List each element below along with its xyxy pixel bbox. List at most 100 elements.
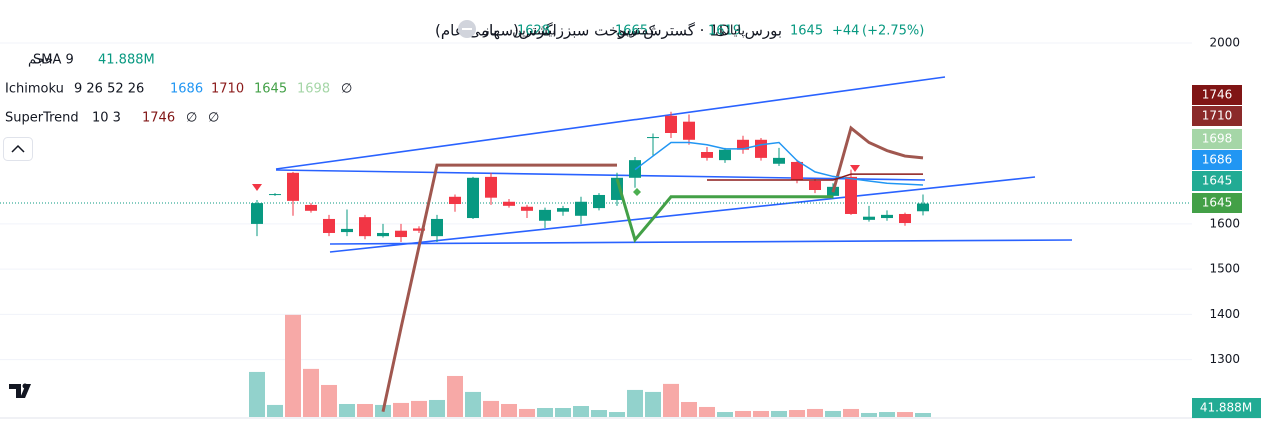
candle-body (359, 217, 371, 237)
volume-bar (285, 314, 301, 417)
candle-body (431, 218, 443, 237)
volume-bar (789, 410, 805, 417)
volume-bar (879, 412, 895, 417)
volume-bar (537, 408, 553, 417)
legend-toggle[interactable]: ∅ (208, 111, 219, 126)
volume-bar (825, 410, 841, 417)
ohlc-label: بیشترین (512, 24, 556, 39)
logo (5, 373, 41, 409)
volume-bar (321, 384, 337, 417)
candle-body (395, 230, 407, 238)
legend-value: 1686 (170, 82, 203, 97)
candle-body (647, 137, 659, 139)
ohlc-label: باز (482, 24, 497, 39)
candle-body (719, 149, 731, 161)
trend-lines (275, 76, 1073, 253)
legend-label: Ichimoku (5, 82, 64, 97)
ohlc-value: 1665 (615, 24, 648, 39)
indicator-line (381, 125, 924, 412)
volume-bar (267, 404, 283, 417)
candle-body (305, 204, 317, 211)
y-tick-label: 1600 (1209, 216, 1240, 230)
logo-dot (22, 383, 28, 389)
candle-body (557, 208, 569, 212)
collapse-button[interactable] (3, 137, 33, 161)
legend-value: 41.888M (98, 53, 155, 68)
volume-bar (753, 410, 769, 417)
volume-bar (699, 406, 715, 417)
candle-body (575, 201, 587, 216)
candle-body (755, 139, 767, 158)
price-label-box (1192, 106, 1242, 126)
candle-body (917, 203, 929, 212)
indicator-line (634, 141, 924, 186)
indicator-line (615, 178, 833, 243)
price-label: 1645 (1202, 174, 1233, 188)
volume-bar (717, 412, 733, 417)
volume-bar (897, 412, 913, 417)
volume-bar (393, 402, 409, 417)
legend-toggle[interactable]: ∅ (341, 82, 352, 97)
candle-body (845, 176, 857, 214)
price-label-box (1192, 193, 1242, 213)
legend-label: حجم (28, 53, 53, 68)
price-label: 1686 (1202, 153, 1233, 167)
ohlc-value: 1628 (517, 24, 550, 39)
candle-body (521, 206, 533, 211)
candle-body (269, 194, 281, 196)
price-label: 1645 (1202, 196, 1233, 210)
ohlc-value: 1645 (790, 24, 823, 39)
candle-body (467, 177, 479, 219)
volume-bar (915, 412, 931, 417)
legend-params: 10 3 (92, 111, 121, 126)
candle-body (737, 139, 749, 150)
price-label: 1710 (1202, 109, 1233, 123)
volume-bar (483, 400, 499, 417)
candle-body (251, 203, 263, 224)
change-pct: (+2.75%) (862, 24, 924, 39)
ohlc-label: کمترین (617, 24, 656, 39)
candle-body (683, 121, 695, 140)
volume-bar (465, 391, 481, 417)
price-label-box (1192, 85, 1242, 105)
volume-bar (357, 403, 373, 417)
volume-bar (555, 408, 571, 417)
volume-bar (303, 368, 319, 417)
legend-params: 9 26 52 26 (74, 82, 144, 97)
candle-body (449, 196, 461, 205)
symbol-title: بورس · 1D · گسترش سوخت سبززاگرس(سهامی عا… (435, 22, 782, 40)
price-label-box (1192, 150, 1242, 170)
change: +44 (832, 24, 859, 39)
price-label-box (1192, 129, 1242, 149)
volume-bar (573, 406, 589, 417)
volume-label-box (1192, 398, 1261, 418)
signal-arrow (252, 184, 262, 191)
candle-body (503, 201, 515, 206)
ohlc-label: پایانی (715, 24, 745, 39)
volume-bar (807, 408, 823, 417)
icon (462, 28, 472, 30)
volume-bar (843, 408, 859, 417)
candle-body (485, 176, 497, 198)
volume-bar (339, 403, 355, 417)
volume-bar (861, 412, 877, 417)
price-label: 1746 (1202, 88, 1233, 102)
volume-bar (501, 403, 517, 417)
volume-bar (627, 389, 643, 417)
volume-bar (609, 412, 625, 417)
candle-body (899, 213, 911, 224)
volume-bar (771, 410, 787, 417)
y-tick-label: 1300 (1209, 352, 1240, 366)
volume-bar (663, 383, 679, 417)
legend-toggle[interactable]: ∅ (186, 111, 197, 126)
trend-line (329, 239, 1073, 245)
candle-body (593, 194, 605, 209)
background (0, 42, 1192, 417)
indicator-line (707, 173, 923, 181)
legend-label: SuperTrend (5, 111, 79, 126)
signal-arrow (850, 165, 860, 172)
candle-body (323, 218, 335, 233)
candle-body (341, 228, 353, 233)
